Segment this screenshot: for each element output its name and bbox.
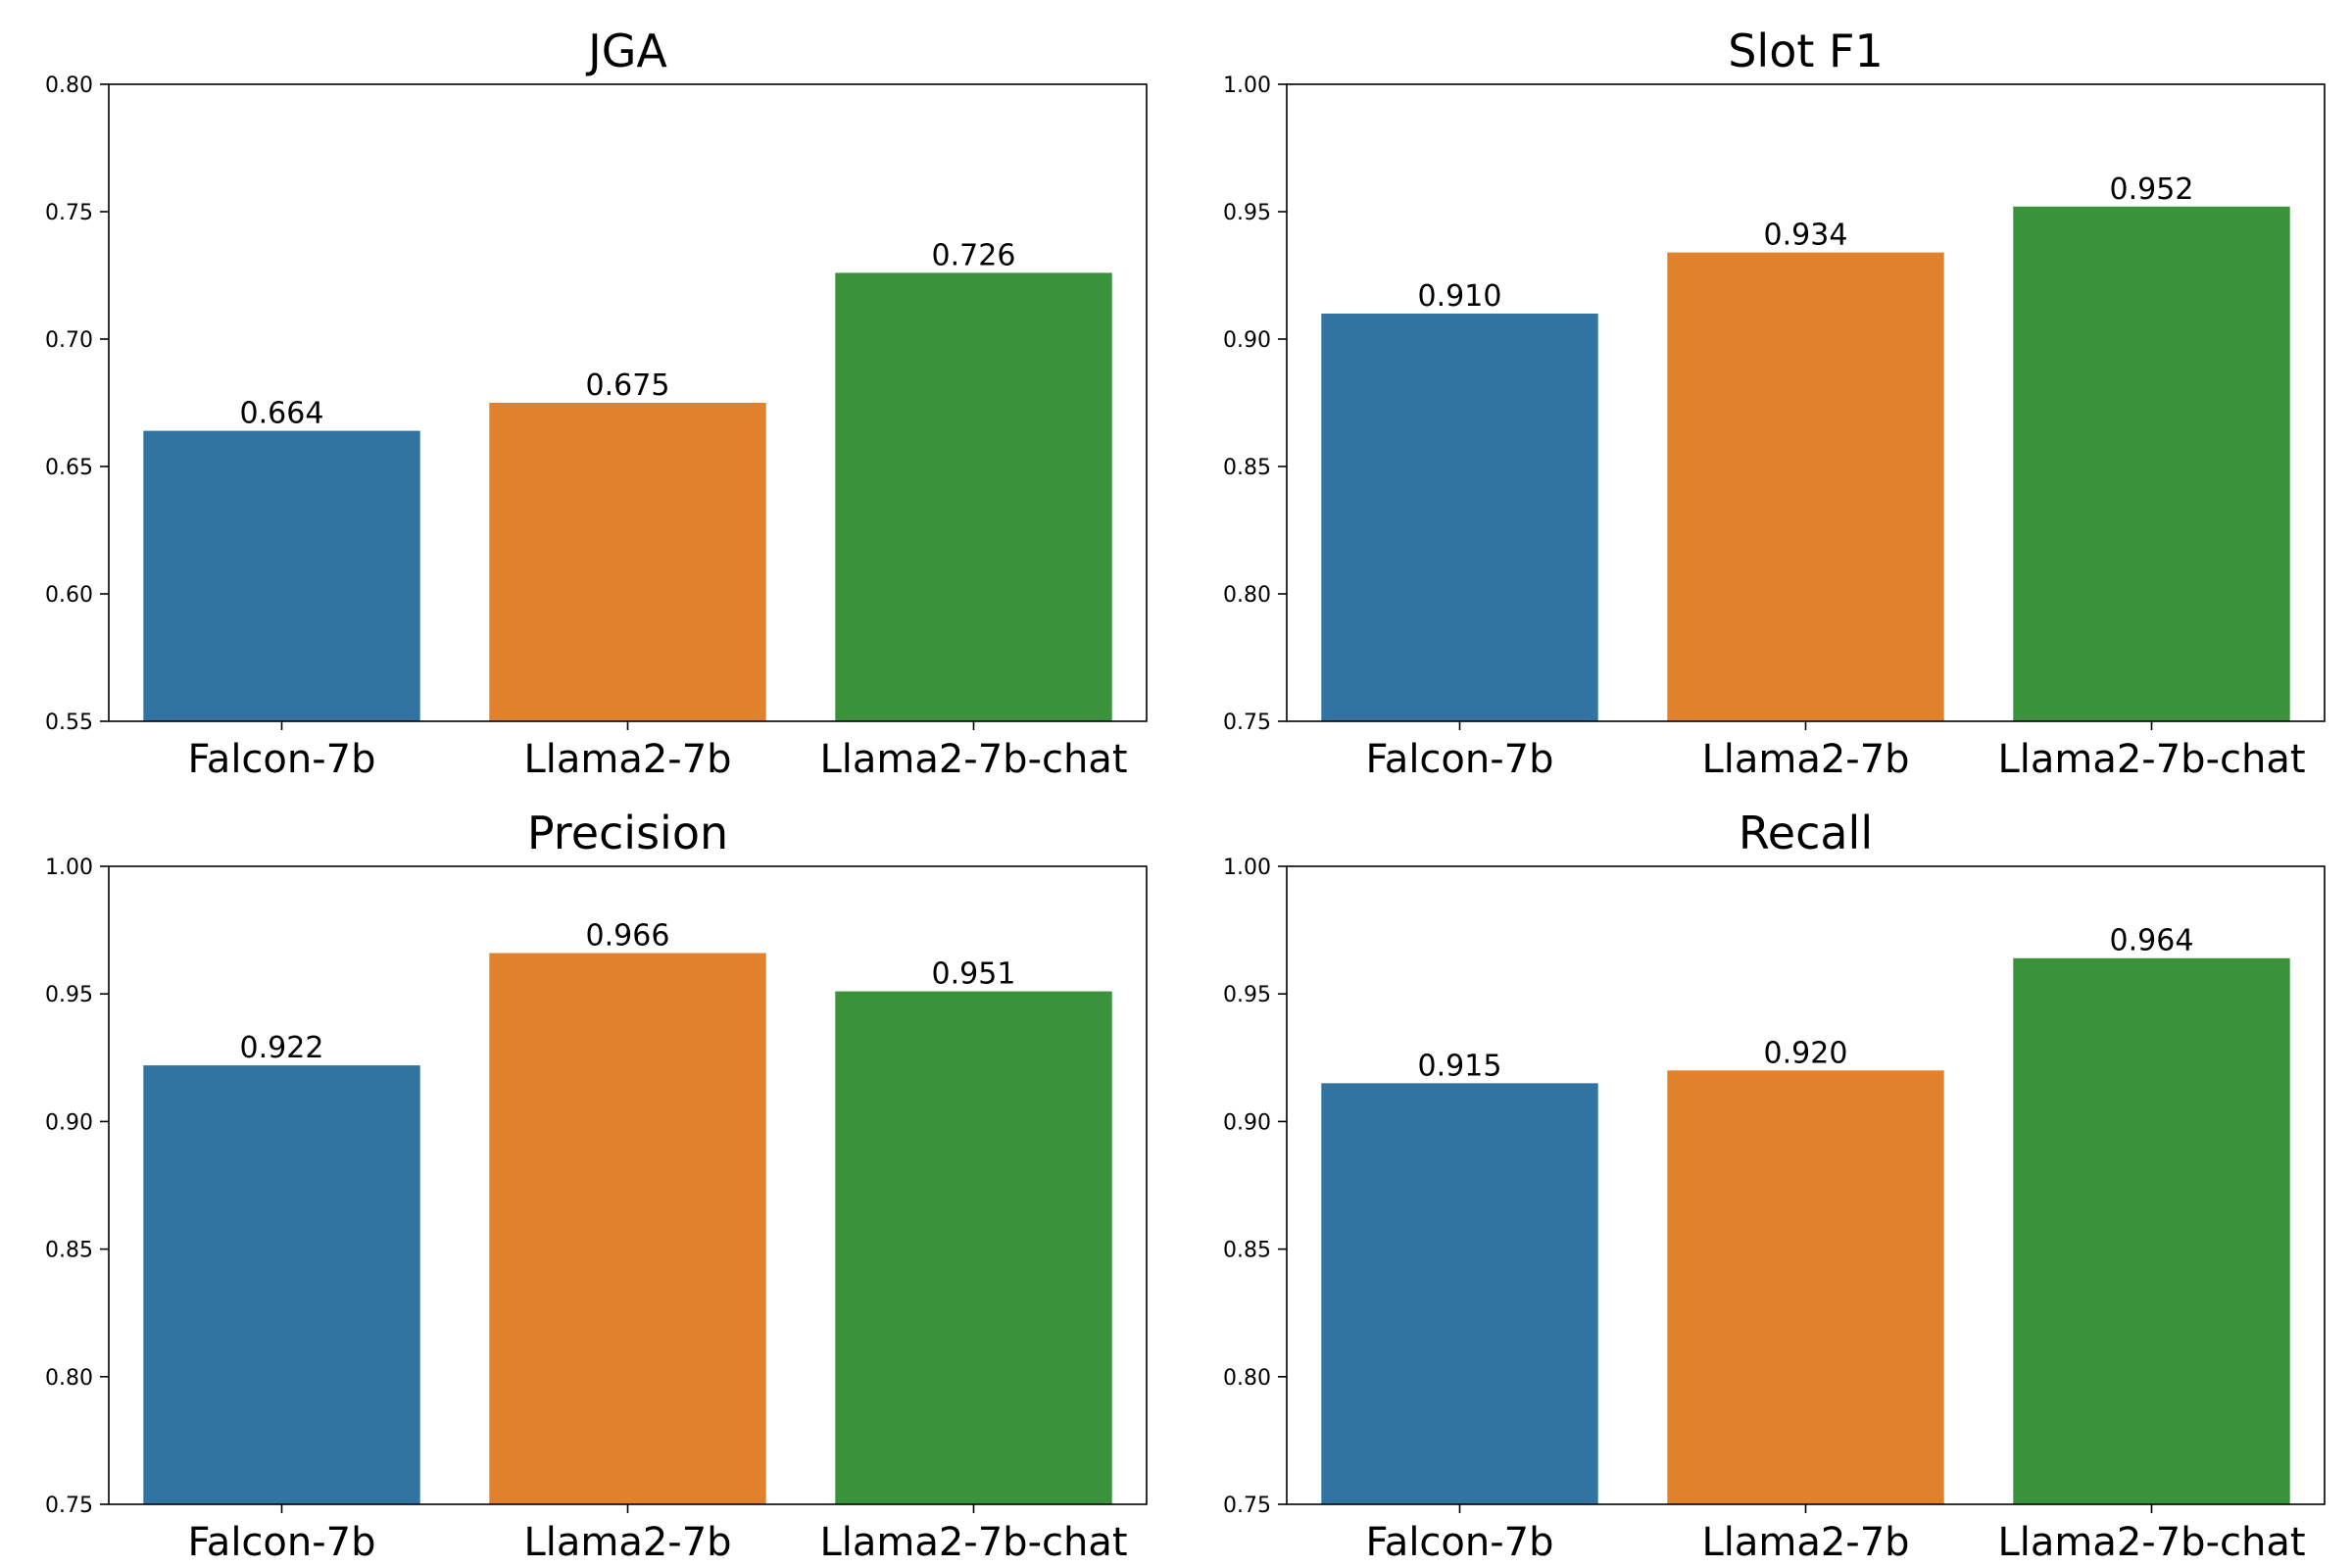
jga-bar-falcon-7b	[143, 430, 420, 721]
recall-chart-title: Recall	[1739, 807, 1873, 859]
precision-xtick-label-falcon-7b: Falcon-7b	[187, 1520, 375, 1565]
slot-f1-xtick-label-llama2-7b: Llama2-7b	[1701, 737, 1909, 782]
slot-f1-ytick-label: 0.85	[1223, 456, 1271, 480]
jga-ytick-label: 0.65	[45, 456, 93, 480]
precision-chart-panel: 0.922 0.966 0.951 0.75 0.80 0.85 0.90 0.95 1.00 F…	[45, 807, 1148, 1565]
precision-ytick-label: 0.95	[45, 983, 93, 1007]
jga-ytick-label: 0.70	[45, 328, 93, 353]
precision-ytick-label: 1.00	[45, 856, 93, 880]
recall-ytick-label: 0.90	[1223, 1110, 1271, 1135]
slot-f1-data-label-falcon-7b: 0.910	[1418, 279, 1502, 314]
precision-ytick-label: 0.85	[45, 1239, 93, 1263]
slot-f1-bar-llama2-7b-chat	[2013, 206, 2290, 722]
jga-ytick-label: 0.55	[45, 710, 93, 735]
recall-xtick-label-llama2-7b-chat: Llama2-7b-chat	[1997, 1520, 2305, 1565]
slot-f1-data-label-llama2-7b: 0.934	[1764, 219, 1848, 253]
recall-data-label-falcon-7b: 0.915	[1418, 1049, 1502, 1083]
recall-ytick-label: 1.00	[1223, 856, 1271, 880]
recall-xtick-label-falcon-7b: Falcon-7b	[1365, 1520, 1553, 1565]
precision-data-label-llama2-7b: 0.966	[586, 919, 670, 954]
jga-chart-title: JGA	[585, 24, 667, 77]
slot-f1-chart-title: Slot F1	[1728, 24, 1884, 77]
jga-xtick-label-falcon-7b: Falcon-7b	[187, 737, 375, 782]
precision-xtick-label-llama2-7b-chat: Llama2-7b-chat	[819, 1520, 1127, 1565]
slot-f1-ytick-label: 0.90	[1223, 328, 1271, 353]
recall-bar-llama2-7b-chat	[2013, 957, 2290, 1504]
recall-data-label-llama2-7b: 0.920	[1764, 1036, 1848, 1070]
jga-data-label-falcon-7b: 0.664	[240, 397, 324, 431]
recall-bar-llama2-7b	[1667, 1070, 1944, 1504]
slot-f1-chart-panel: 0.910 0.934 0.952 0.75 0.80 0.85 0.90 0.95 1.00 F…	[1223, 24, 2326, 782]
precision-ytick-label: 0.75	[45, 1494, 93, 1518]
slot-f1-bar-llama2-7b	[1667, 252, 1944, 721]
recall-ytick-label: 0.75	[1223, 1494, 1271, 1518]
jga-bar-llama2-7b-chat	[835, 272, 1112, 721]
slot-f1-xtick-label-falcon-7b: Falcon-7b	[1365, 737, 1553, 782]
jga-ytick-label: 0.75	[45, 201, 93, 225]
precision-bar-falcon-7b	[143, 1065, 420, 1504]
jga-xtick-label-llama2-7b: Llama2-7b	[523, 737, 731, 782]
jga-data-label-llama2-7b-chat: 0.726	[932, 238, 1016, 272]
jga-xtick-label-llama2-7b-chat: Llama2-7b-chat	[819, 737, 1127, 782]
slot-f1-data-label-llama2-7b-chat: 0.952	[2110, 172, 2194, 207]
recall-ytick-label: 0.80	[1223, 1366, 1271, 1391]
slot-f1-ytick-label: 0.75	[1223, 710, 1271, 735]
jga-chart-panel: 0.664 0.675 0.726 0.55 0.60 0.65 0.70 0.75 0.80 F…	[45, 24, 1148, 782]
precision-ytick-label: 0.80	[45, 1366, 93, 1391]
jga-data-label-llama2-7b: 0.675	[586, 368, 670, 403]
slot-f1-bar-falcon-7b	[1321, 314, 1598, 721]
slot-f1-ytick-label: 0.80	[1223, 583, 1271, 608]
recall-xtick-label-llama2-7b: Llama2-7b	[1701, 1520, 1909, 1565]
recall-chart-panel: 0.915 0.920 0.964 0.75 0.80 0.85 0.90 0.95 1.00 F…	[1223, 807, 2326, 1565]
jga-ytick-label: 0.80	[45, 74, 93, 98]
recall-data-label-llama2-7b-chat: 0.964	[2110, 924, 2194, 958]
precision-bar-llama2-7b-chat	[835, 991, 1112, 1504]
jga-bar-llama2-7b	[489, 403, 766, 721]
recall-ytick-label: 0.95	[1223, 983, 1271, 1007]
precision-data-label-falcon-7b: 0.922	[240, 1031, 324, 1065]
precision-data-label-llama2-7b-chat: 0.951	[932, 957, 1016, 992]
slot-f1-ytick-label: 1.00	[1223, 74, 1271, 98]
precision-ytick-label: 0.90	[45, 1110, 93, 1135]
slot-f1-ytick-label: 0.95	[1223, 201, 1271, 225]
precision-bar-llama2-7b	[489, 953, 766, 1504]
recall-ytick-label: 0.85	[1223, 1239, 1271, 1263]
precision-chart-title: Precision	[527, 807, 728, 859]
slot-f1-xtick-label-llama2-7b-chat: Llama2-7b-chat	[1997, 737, 2305, 782]
recall-bar-falcon-7b	[1321, 1083, 1598, 1504]
jga-ytick-label: 0.60	[45, 583, 93, 608]
precision-xtick-label-llama2-7b: Llama2-7b	[523, 1520, 731, 1565]
